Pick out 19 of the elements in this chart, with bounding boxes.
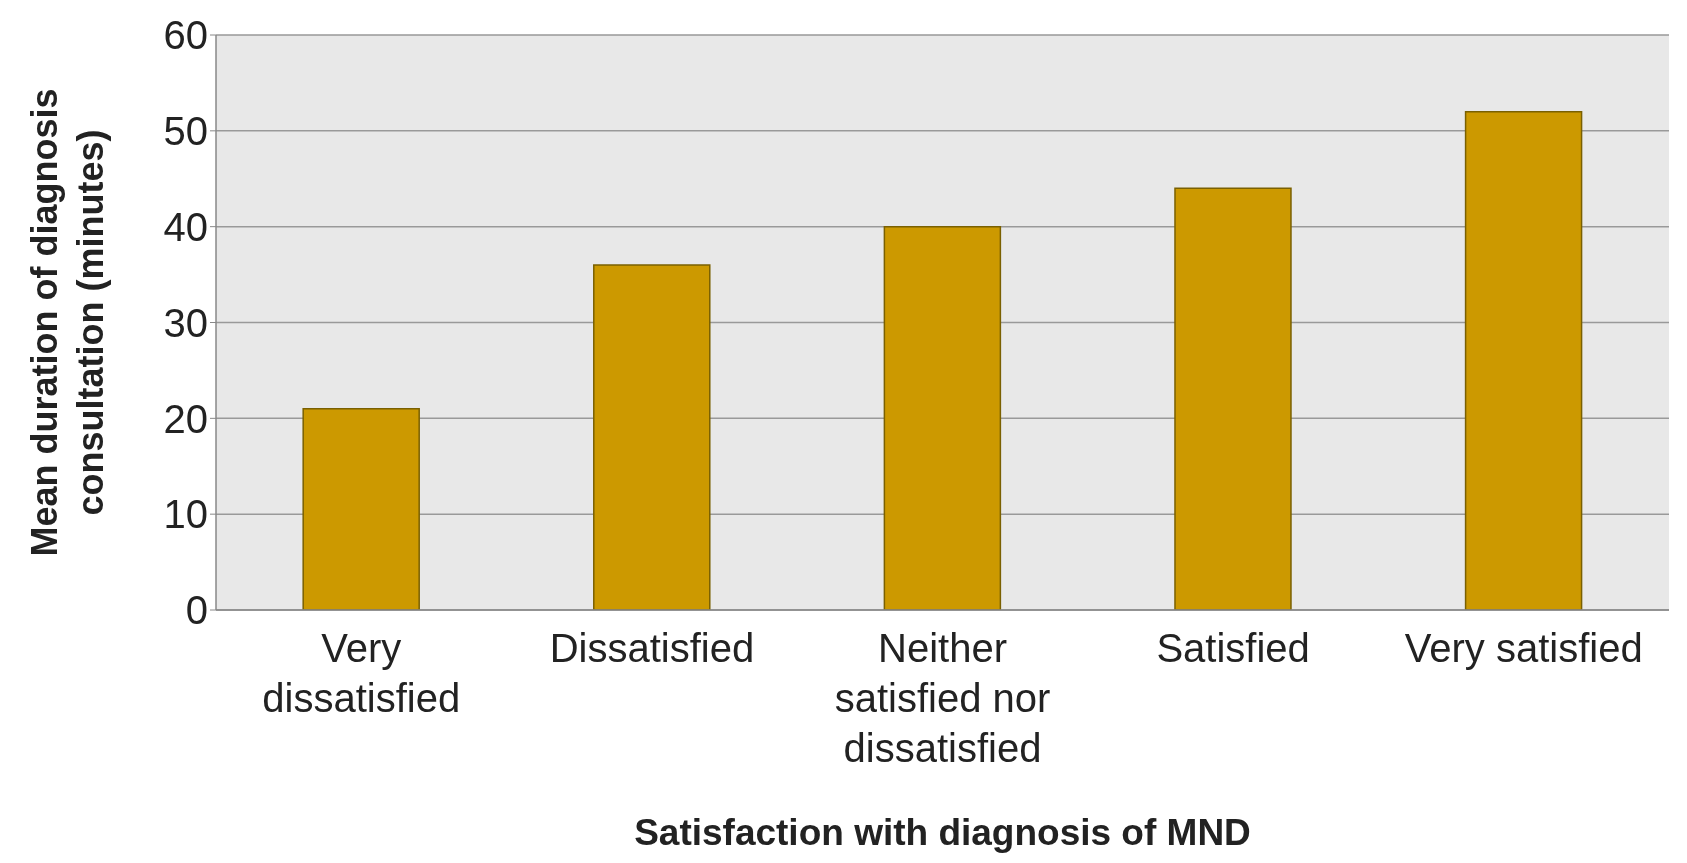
bar bbox=[593, 264, 711, 610]
y-axis-title: Mean duration of diagnosis consultation (minutes) bbox=[24, 88, 111, 557]
bar bbox=[302, 408, 420, 610]
bar bbox=[1174, 187, 1292, 610]
y-tick-label: 40 bbox=[163, 204, 208, 249]
y-tick-label: 0 bbox=[185, 588, 208, 633]
x-tick-label: Satisfied bbox=[1156, 626, 1310, 670]
y-tick-label: 50 bbox=[163, 109, 208, 154]
x-tick-label: Dissatisfied bbox=[549, 626, 755, 670]
x-axis-title: Satisfaction with diagnosis of MND bbox=[634, 812, 1251, 853]
y-tick-label: 30 bbox=[163, 300, 208, 345]
y-tick-label: 60 bbox=[163, 13, 208, 58]
x-tick-label: Very satisfied bbox=[1404, 626, 1643, 670]
x-tick-label: Neither satisfied nor dissatisfied bbox=[834, 626, 1051, 770]
bar bbox=[1464, 110, 1583, 610]
bar bbox=[883, 225, 1002, 610]
x-tick-label: Very dissatisfied bbox=[262, 626, 461, 720]
y-tick-label: 20 bbox=[163, 396, 208, 441]
y-tick-label: 10 bbox=[163, 492, 208, 537]
